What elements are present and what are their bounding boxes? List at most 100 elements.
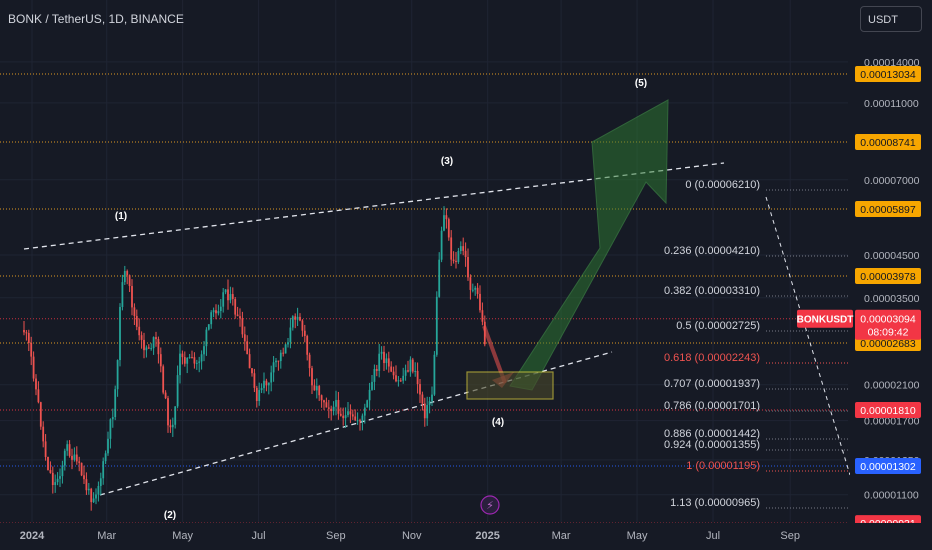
candle-body: [351, 414, 354, 417]
candle-body: [95, 494, 97, 499]
candle-body: [119, 306, 121, 361]
candle-body: [61, 465, 64, 477]
candle-body: [296, 316, 299, 320]
candle-body: [462, 246, 465, 251]
candle-body: [162, 366, 165, 393]
candle-body: [75, 454, 78, 462]
candle-body: [380, 351, 383, 354]
candle-body: [121, 282, 124, 307]
candle-body: [347, 411, 349, 416]
candle-body: [260, 388, 263, 391]
currency-button[interactable]: USDT: [860, 6, 922, 32]
candle-body: [186, 358, 189, 364]
fib-level-label: 0.707 (0.00001937): [664, 378, 760, 390]
candle-body: [426, 405, 429, 419]
candle-body: [116, 360, 119, 390]
wave-label: (5): [635, 78, 647, 89]
candle-body: [224, 289, 227, 293]
candle-body: [330, 408, 333, 412]
candle-body: [467, 257, 469, 278]
candle-body: [421, 394, 424, 404]
wave-label: (2): [164, 510, 176, 521]
time-tick-label: Sep: [326, 530, 346, 542]
price-tag-label: 0.00005897: [860, 204, 916, 216]
candles: [23, 206, 486, 511]
candle-body: [179, 353, 181, 376]
candle-body: [255, 387, 258, 402]
candle-body: [325, 402, 328, 408]
candle-body: [447, 219, 450, 238]
candle-body: [315, 386, 318, 391]
price-tag-label: 0.00001302: [860, 461, 916, 473]
time-axis[interactable]: 2024 Mar May Jul Sep Nov 2025 Mar May Jul Sep: [0, 523, 932, 550]
candle-body: [90, 488, 93, 503]
candle-body: [395, 375, 397, 382]
candle-body: [138, 326, 141, 336]
price-tag-label: 0.00001810: [860, 405, 916, 417]
candle-body: [32, 356, 35, 379]
candle-body: [284, 344, 287, 354]
symbol-tag-label: BONKUSDT: [797, 315, 854, 326]
candle-body: [174, 406, 177, 425]
price-tag: [855, 134, 921, 150]
countdown-label: 08:09:42: [868, 327, 909, 339]
candle-body: [320, 395, 323, 401]
fib-level-label: 0.786 (0.00001701): [664, 400, 760, 412]
candle-body: [378, 353, 381, 371]
candle-body: [25, 332, 28, 334]
candle-body: [78, 461, 81, 463]
candle-body: [92, 498, 95, 503]
candle-body: [308, 354, 311, 369]
candle-body: [241, 318, 244, 335]
candle-body: [476, 287, 479, 294]
candle-body: [459, 246, 462, 251]
candle-body: [361, 415, 364, 422]
candle-body: [239, 316, 241, 319]
time-tick-label: Nov: [402, 530, 422, 542]
price-tick-label: 0.00003500: [864, 293, 920, 305]
candle-body: [385, 358, 388, 364]
candle-body: [140, 335, 143, 340]
candle-body: [73, 454, 76, 460]
candle-body: [63, 450, 66, 466]
candle-body: [85, 479, 88, 491]
candle-body: [301, 320, 304, 331]
candle-body: [416, 370, 419, 385]
candle-body: [152, 337, 155, 349]
candle-body: [71, 455, 73, 460]
current-price-label: 0.00003094: [860, 314, 916, 326]
candle-body: [176, 375, 179, 407]
candle-body: [217, 311, 220, 314]
candle-body: [157, 339, 160, 355]
candle-body: [409, 359, 412, 372]
candle-body: [227, 289, 229, 301]
fib-level-label: 0.382 (0.00003310): [664, 285, 760, 297]
price-axis[interactable]: 0.00014000 0.00011000 0.00007000 0.00004500…: [797, 0, 932, 550]
horizontal-levels: [0, 73, 848, 524]
candle-body: [212, 310, 215, 313]
price-tag: [855, 267, 921, 284]
candle-body: [159, 354, 162, 367]
candle-body: [452, 259, 455, 261]
candle-body: [375, 369, 378, 371]
candle-body: [354, 416, 357, 421]
candle-body: [313, 385, 316, 391]
candle-body: [169, 425, 172, 428]
time-tick-label: Jul: [706, 530, 720, 542]
candle-body: [450, 237, 453, 260]
price-tick-label: 0.00007000: [864, 175, 920, 187]
candle-body: [440, 230, 443, 260]
current-price-tag: [855, 309, 921, 340]
price-tick-label: 0.00004500: [864, 250, 920, 262]
candle-body: [431, 394, 433, 402]
candle-body: [349, 411, 352, 415]
candle-body: [407, 370, 409, 372]
price-tick-label: 0.00014000: [864, 57, 920, 69]
drawings: (1) (2) (3) (4) (5) ⚡: [115, 78, 669, 521]
candle-body: [332, 406, 335, 412]
candle-body: [267, 382, 270, 386]
time-tick-label: 2025: [475, 530, 499, 542]
candle-body: [243, 334, 246, 342]
candle-body: [368, 389, 371, 401]
